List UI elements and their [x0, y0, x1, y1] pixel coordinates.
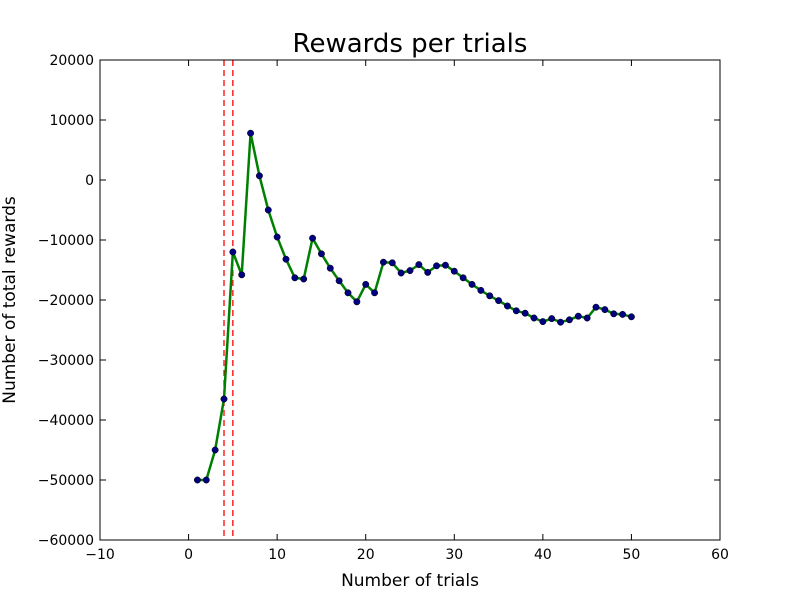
data-point	[565, 316, 573, 324]
x-tick-label: 50	[623, 547, 641, 563]
series-line-0	[197, 131, 632, 482]
data-point	[238, 271, 246, 279]
axes-frame	[99, 59, 721, 541]
data-point	[521, 309, 529, 317]
data-point	[583, 314, 591, 322]
data-point	[495, 297, 503, 305]
data-point	[619, 310, 627, 318]
data-point	[229, 248, 237, 256]
data-point	[548, 315, 556, 323]
y-tick-label: −50000	[38, 473, 94, 489]
x-tick-label: 0	[184, 547, 193, 563]
data-point	[557, 318, 565, 326]
data-point	[592, 303, 600, 311]
data-point	[433, 262, 441, 270]
data-point	[601, 306, 609, 314]
data-point	[247, 129, 255, 137]
y-tick-label: −20000	[38, 293, 94, 309]
data-point	[459, 274, 467, 282]
data-point	[415, 261, 423, 269]
data-point	[627, 313, 635, 321]
data-point	[273, 233, 281, 241]
data-point	[291, 274, 299, 282]
data-point	[486, 292, 494, 300]
x-tick-label: 30	[445, 547, 463, 563]
data-point	[371, 289, 379, 297]
data-point	[610, 310, 618, 318]
y-tick-label: 20000	[49, 53, 94, 69]
y-tick-label: −40000	[38, 413, 94, 429]
data-point	[441, 261, 449, 269]
x-tick-label: 60	[711, 547, 729, 563]
axis-ticks: −10 0 10 20 30 40 50 60 −60000 −50000 −40000 −30000…	[38, 53, 729, 563]
chart-title: Rewards per trials	[293, 29, 528, 59]
y-tick-label: 0	[85, 173, 94, 189]
data-point	[530, 314, 538, 322]
data-point	[344, 289, 352, 297]
data-point	[362, 280, 370, 288]
x-axis-label: Number of trials	[341, 571, 479, 591]
data-point	[503, 302, 511, 310]
data-point	[397, 269, 405, 277]
x-tick-label: 10	[268, 547, 286, 563]
data-point	[353, 298, 361, 306]
data-point	[388, 259, 396, 267]
data-point	[282, 255, 290, 263]
data-point	[539, 318, 547, 326]
data-point	[512, 307, 520, 315]
data-point	[450, 267, 458, 275]
data-point	[300, 275, 308, 283]
x-tick-label: 20	[357, 547, 375, 563]
y-tick-label: −30000	[38, 353, 94, 369]
y-tick-label: −10000	[38, 233, 94, 249]
data-point	[255, 172, 263, 180]
data-point	[202, 476, 210, 484]
data-point	[326, 264, 334, 272]
data-point	[406, 267, 414, 275]
data-point	[379, 258, 387, 266]
data-point	[574, 312, 582, 320]
data-point	[220, 395, 228, 403]
plot-area	[193, 60, 635, 540]
data-point	[335, 277, 343, 285]
data-point	[264, 206, 272, 214]
data-point	[317, 250, 325, 258]
data-point	[477, 286, 485, 294]
data-point	[211, 446, 219, 454]
y-tick-label: −60000	[38, 533, 94, 549]
data-point	[309, 234, 317, 242]
y-tick-label: 10000	[49, 113, 94, 129]
y-axis-label: Number of total rewards	[0, 196, 20, 404]
x-tick-label: 40	[534, 547, 552, 563]
data-point	[424, 268, 432, 276]
data-point	[193, 476, 201, 484]
data-point	[468, 280, 476, 288]
x-tick-label: −10	[85, 547, 115, 563]
